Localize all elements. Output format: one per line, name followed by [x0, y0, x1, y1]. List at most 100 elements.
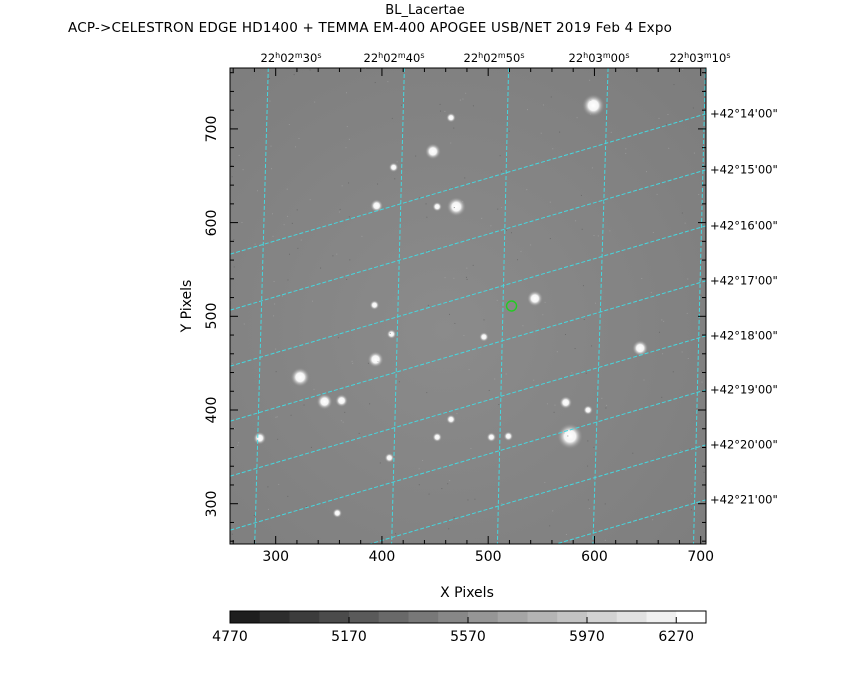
noise-pixel [233, 266, 235, 268]
noise-pixel [351, 360, 353, 362]
noise-pixel [553, 411, 555, 413]
noise-pixel [300, 239, 302, 241]
noise-pixel [582, 285, 584, 287]
noise-pixel [231, 533, 233, 535]
noise-pixel [231, 362, 233, 364]
noise-pixel [549, 525, 551, 527]
colorbar-step [289, 611, 320, 623]
noise-pixel [267, 508, 269, 510]
y-tick-label: 500 [204, 302, 220, 330]
noise-pixel [658, 331, 660, 333]
colorbar-step [408, 611, 439, 623]
noise-pixel [396, 316, 398, 318]
ra-tick-label: 22h02m30s [260, 51, 322, 65]
star [432, 201, 442, 212]
noise-pixel [453, 516, 455, 518]
noise-pixel [365, 68, 367, 70]
noise-pixel [273, 280, 275, 282]
noise-pixel [463, 334, 465, 336]
noise-pixel [275, 416, 277, 418]
dec-tick-label: +42°18'00" [710, 328, 778, 343]
dec-grid-line [230, 225, 706, 367]
noise-pixel [415, 155, 417, 157]
dec-grid-line [230, 389, 706, 531]
noise-pixel [277, 438, 279, 440]
noise-pixel [444, 110, 446, 112]
noise-pixel [687, 278, 689, 280]
noise-pixel [641, 278, 643, 280]
noise-pixel [342, 421, 344, 423]
noise-pixel [530, 244, 532, 246]
ra-tick-label: 22h03m10s [669, 51, 731, 65]
noise-pixel [510, 232, 512, 234]
dec-tick-label: +42°14'00" [710, 106, 778, 121]
noise-pixel [625, 469, 627, 471]
noise-pixel [401, 104, 403, 106]
noise-pixel [488, 389, 490, 391]
image-subtitle: ACP->CELESTRON EDGE HD1400 + TEMMA EM-40… [68, 20, 673, 36]
noise-pixel [686, 312, 688, 314]
noise-pixel [689, 448, 691, 450]
star [486, 432, 497, 442]
noise-pixel [652, 519, 654, 521]
noise-pixel [346, 92, 348, 94]
noise-pixel [658, 117, 660, 119]
astro-image-background [230, 68, 706, 544]
noise-pixel [483, 319, 485, 321]
noise-pixel [298, 138, 300, 140]
noise-pixel [588, 508, 590, 510]
noise-pixel [693, 152, 695, 154]
noise-pixel [556, 351, 558, 353]
noise-pixel [590, 99, 592, 101]
noise-pixel [349, 259, 351, 261]
noise-pixel [465, 92, 467, 94]
noise-pixel [399, 260, 401, 262]
star [582, 94, 605, 117]
dec-grid-line [367, 444, 706, 544]
noise-pixel [449, 313, 451, 315]
noise-pixel [456, 413, 458, 415]
star [253, 431, 267, 445]
noise-pixel [587, 440, 589, 442]
noise-pixel [313, 388, 315, 390]
noise-pixel [459, 99, 461, 101]
noise-pixel [462, 201, 464, 203]
star [432, 432, 442, 442]
image-title: BL_Lacertae [385, 3, 465, 18]
noise-pixel [581, 228, 583, 230]
ra-grid-line [391, 68, 405, 544]
noise-pixel [587, 465, 589, 467]
noise-pixel [593, 235, 595, 237]
star [632, 340, 649, 357]
noise-pixel [288, 253, 290, 255]
noise-pixel [546, 403, 548, 405]
noise-pixel [497, 208, 499, 210]
noise-pixel [309, 69, 311, 71]
noise-pixel [554, 404, 556, 406]
star [384, 452, 395, 463]
noise-pixel [287, 215, 289, 217]
ra-grid-line [496, 68, 510, 544]
dec-grid-line [230, 335, 706, 477]
noise-pixel [367, 362, 369, 364]
noise-pixel [508, 130, 510, 132]
noise-pixel [377, 183, 379, 185]
x-tick-label: 400 [368, 549, 396, 565]
noise-pixel [237, 444, 239, 446]
colorbar-step [676, 611, 707, 623]
noise-pixel [428, 493, 430, 495]
noise-pixel [580, 194, 582, 196]
noise-pixel [310, 446, 312, 448]
noise-pixel [597, 235, 599, 237]
noise-pixel [345, 147, 347, 149]
colorbar-step [230, 611, 261, 623]
dec-tick-label: +42°21'00" [710, 492, 778, 507]
noise-pixel [290, 414, 292, 416]
noise-pixel [341, 185, 343, 187]
noise-pixel [426, 392, 428, 394]
noise-pixel [272, 213, 274, 215]
noise-pixel [253, 515, 255, 517]
star [316, 393, 333, 410]
noise-pixel [589, 113, 591, 115]
noise-pixel [231, 176, 233, 178]
